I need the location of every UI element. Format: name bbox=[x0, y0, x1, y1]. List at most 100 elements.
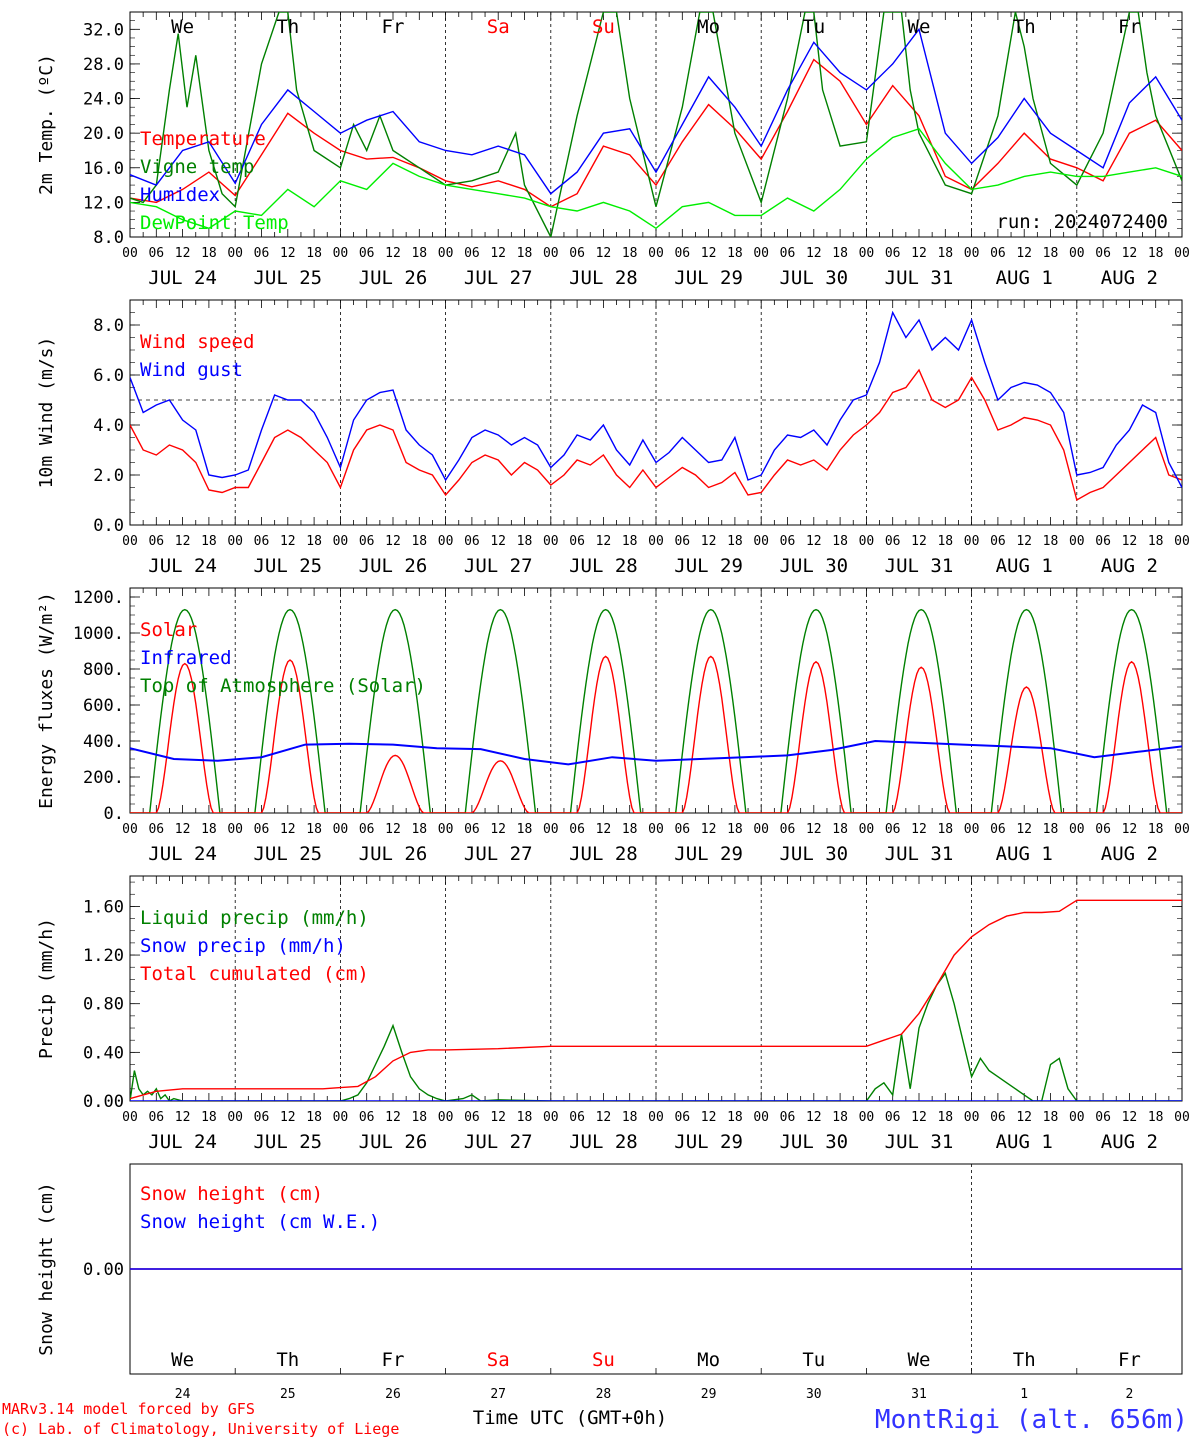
y-tick-label: 0.80 bbox=[83, 995, 124, 1015]
hour-tick-label: 12 bbox=[596, 534, 612, 549]
weekday-label: We bbox=[908, 16, 931, 38]
date-label: AUG 1 bbox=[996, 843, 1053, 865]
hour-tick-label: 06 bbox=[780, 822, 796, 837]
hour-tick-label: 00 bbox=[753, 534, 769, 549]
day-number-label: 25 bbox=[280, 1387, 296, 1402]
series-line-infrared bbox=[130, 739, 1182, 766]
hour-tick-label: 00 bbox=[964, 246, 980, 261]
hour-tick-label: 12 bbox=[701, 246, 717, 261]
legend-entry: Snow height (cm) bbox=[140, 1183, 323, 1205]
hour-tick-label: 00 bbox=[227, 1110, 243, 1125]
date-label: JUL 27 bbox=[464, 267, 533, 289]
hour-tick-label: 00 bbox=[648, 1110, 664, 1125]
hour-tick-label: 18 bbox=[306, 246, 322, 261]
hour-tick-label: 12 bbox=[701, 1110, 717, 1125]
hour-tick-label: 12 bbox=[596, 822, 612, 837]
weekday-label: Th bbox=[1013, 16, 1036, 38]
hour-tick-label: 18 bbox=[1148, 246, 1164, 261]
hour-tick-label: 18 bbox=[622, 1110, 638, 1125]
series-line-top-of-atmosphere bbox=[130, 608, 1182, 813]
hour-tick-label: 18 bbox=[517, 822, 533, 837]
hour-tick-label: 12 bbox=[490, 534, 506, 549]
date-label: JUL 24 bbox=[148, 1131, 217, 1153]
panel-wind: 00 06 12 18 00 06 12 18 00 06 12 18 00 06 12 18 00 06 12 18… bbox=[36, 299, 1190, 577]
y-axis-title: 10m Wind (m/s) bbox=[36, 337, 57, 489]
hour-tick-label: 18 bbox=[411, 1110, 427, 1125]
hour-tick-label: 06 bbox=[254, 246, 270, 261]
legend-entry: Temperature bbox=[140, 128, 266, 150]
series-group bbox=[130, 310, 1182, 502]
date-label: JUL 27 bbox=[464, 1131, 533, 1153]
hour-tick-label: 18 bbox=[1148, 1110, 1164, 1125]
date-label: JUL 27 bbox=[464, 843, 533, 865]
hour-tick-label: 06 bbox=[254, 534, 270, 549]
day-number-label: 29 bbox=[701, 1387, 717, 1402]
hour-tick-label: 06 bbox=[780, 534, 796, 549]
hour-tick-label: 12 bbox=[280, 1110, 296, 1125]
hour-tick-label: 06 bbox=[885, 1110, 901, 1125]
legend-entry: Wind gust bbox=[140, 359, 243, 381]
hour-tick-label: 12 bbox=[1122, 534, 1138, 549]
y-tick-label: 16.0 bbox=[83, 159, 124, 179]
series-line-dewpoint-temp bbox=[130, 127, 1182, 230]
y-axis-title: Precip (mm/h) bbox=[36, 918, 57, 1059]
weekday-label: Fr bbox=[382, 16, 405, 38]
hour-tick-label: 06 bbox=[674, 246, 690, 261]
day-number-label: 27 bbox=[490, 1387, 506, 1402]
hour-tick-label: 18 bbox=[937, 1110, 953, 1125]
hour-tick-label: 12 bbox=[806, 534, 822, 549]
hour-tick-label: 18 bbox=[832, 246, 848, 261]
hour-tick-label: 00 bbox=[543, 822, 559, 837]
series-group bbox=[130, 608, 1182, 813]
y-tick-label: 0.0 bbox=[93, 516, 124, 536]
series-line-wind-gust bbox=[130, 310, 1182, 488]
hour-tick-label: 00 bbox=[438, 534, 454, 549]
hour-tick-label: 00 bbox=[859, 822, 875, 837]
date-label: JUL 25 bbox=[253, 1131, 322, 1153]
hour-tick-label: 18 bbox=[411, 822, 427, 837]
date-label: JUL 26 bbox=[359, 843, 428, 865]
panel-temperature: 00 06 12 18 00 06 12 18 00 06 12 18 00 06 12 18 00 06 12 18… bbox=[36, 11, 1190, 289]
weekday-label: Tu bbox=[802, 1349, 825, 1371]
hour-tick-label: 00 bbox=[648, 246, 664, 261]
hour-tick-label: 06 bbox=[1095, 534, 1111, 549]
y-tick-label: 400. bbox=[83, 732, 124, 752]
hour-tick-label: 06 bbox=[569, 822, 585, 837]
hour-tick-label: 06 bbox=[359, 1110, 375, 1125]
hour-tick-label: 18 bbox=[411, 534, 427, 549]
hour-tick-label: 12 bbox=[1016, 1110, 1032, 1125]
y-tick-label: 200. bbox=[83, 768, 124, 788]
date-label: JUL 28 bbox=[569, 1131, 638, 1153]
hour-tick-label: 00 bbox=[543, 246, 559, 261]
hour-tick-label: 00 bbox=[753, 822, 769, 837]
hour-tick-label: 12 bbox=[911, 1110, 927, 1125]
panel-precip: 00 06 12 18 00 06 12 18 00 06 12 18 00 06 12 18 00 06 12 18… bbox=[36, 875, 1190, 1153]
hour-tick-label: 06 bbox=[780, 1110, 796, 1125]
hour-tick-label: 00 bbox=[122, 534, 138, 549]
date-label: JUL 30 bbox=[779, 843, 848, 865]
y-tick-label: 1.20 bbox=[83, 946, 124, 966]
hour-tick-label: 00 bbox=[438, 1110, 454, 1125]
legend-entry: Top of Atmosphere (Solar) bbox=[140, 675, 426, 697]
panel-frame bbox=[129, 299, 1183, 526]
hour-tick-label: 06 bbox=[148, 534, 164, 549]
date-label: JUL 31 bbox=[885, 267, 954, 289]
hour-tick-label: 06 bbox=[569, 246, 585, 261]
hour-tick-label: 00 bbox=[859, 246, 875, 261]
hour-tick-label: 00 bbox=[438, 822, 454, 837]
hour-tick-label: 12 bbox=[385, 1110, 401, 1125]
hour-tick-label: 18 bbox=[201, 1110, 217, 1125]
date-label: JUL 29 bbox=[674, 1131, 743, 1153]
hour-tick-label: 00 bbox=[1069, 822, 1085, 837]
date-label: JUL 30 bbox=[779, 267, 848, 289]
hour-tick-label: 18 bbox=[937, 822, 953, 837]
y-tick-label: 0.40 bbox=[83, 1043, 124, 1063]
weekday-label: Th bbox=[276, 16, 299, 38]
hour-tick-label: 06 bbox=[990, 822, 1006, 837]
hour-tick-label: 12 bbox=[385, 534, 401, 549]
date-label: AUG 2 bbox=[1101, 555, 1158, 577]
hour-tick-label: 06 bbox=[1095, 1110, 1111, 1125]
hour-tick-label: 00 bbox=[1069, 246, 1085, 261]
hour-tick-label: 12 bbox=[385, 822, 401, 837]
